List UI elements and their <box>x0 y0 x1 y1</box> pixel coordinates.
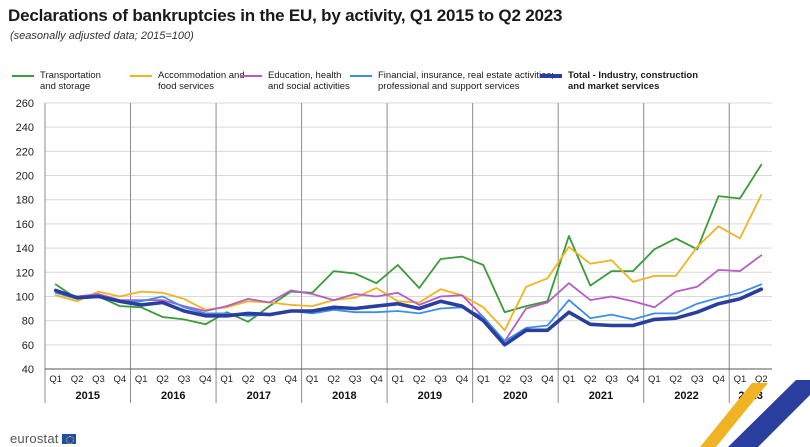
y-tick-label: 40 <box>22 364 34 376</box>
legend-item-transport: Transportation and storage <box>12 70 101 92</box>
legend-item-total: Total - Industry, construction and marke… <box>540 70 698 92</box>
x-tick-label: Q4 <box>712 374 725 385</box>
x-tick-label: Q2 <box>71 374 84 385</box>
x-tick-label: Q4 <box>199 374 212 385</box>
y-tick-label: 160 <box>16 219 34 231</box>
x-tick-label: Q3 <box>520 374 533 385</box>
x-tick-label: Q1 <box>648 374 661 385</box>
series-line-education <box>54 254 763 343</box>
x-tick-label: Q1 <box>477 374 490 385</box>
decoration-yellow-stripe <box>700 383 768 447</box>
logo-text: eurostat <box>10 431 59 446</box>
x-tick-label: Q2 <box>755 374 768 385</box>
y-tick-label: 180 <box>16 195 34 207</box>
x-tick-label: Q3 <box>691 374 704 385</box>
series-line-accommodation <box>54 193 763 332</box>
x-tick-label: Q4 <box>541 374 554 385</box>
x-tick-label: Q1 <box>49 374 62 385</box>
legend: Transportation and storage Accommodation… <box>12 70 732 96</box>
legend-item-accommodation: Accommodation and food services <box>130 70 245 92</box>
x-tick-label: Q4 <box>113 374 126 385</box>
x-year-label: 2020 <box>503 390 527 402</box>
x-tick-label: Q3 <box>92 374 105 385</box>
x-year-label: 2022 <box>674 390 698 402</box>
legend-label-accommodation: Accommodation and food services <box>158 70 245 92</box>
y-tick-label: 80 <box>22 316 34 328</box>
series-line-total <box>53 287 764 347</box>
x-tick-label: Q3 <box>263 374 276 385</box>
x-year-label: 2018 <box>332 390 356 402</box>
x-year-label: 2016 <box>161 390 185 402</box>
x-tick-label: Q2 <box>498 374 511 385</box>
x-year-label: 2017 <box>247 390 271 402</box>
legend-label-total: Total - Industry, construction and marke… <box>568 70 699 92</box>
y-tick-label: 120 <box>16 267 34 279</box>
legend-label-transport: Transportation and storage <box>40 70 101 92</box>
legend-label-financial: Financial, insurance, real estate activi… <box>378 70 554 92</box>
x-tick-label: Q3 <box>605 374 618 385</box>
x-tick-label: Q1 <box>734 374 747 385</box>
x-tick-label: Q2 <box>584 374 597 385</box>
y-tick-label: 140 <box>16 243 34 255</box>
x-year-label: 2019 <box>418 390 442 402</box>
eu-flag-icon <box>61 433 76 444</box>
x-tick-label: Q4 <box>456 374 469 385</box>
y-tick-label: 60 <box>22 340 34 352</box>
y-tick-label: 200 <box>16 171 34 183</box>
x-tick-label: Q2 <box>242 374 255 385</box>
chart-title: Declarations of bankruptcies in the EU, … <box>8 6 563 25</box>
legend-label-education: Education, health and social activities <box>268 70 350 92</box>
decoration-blue-stripe <box>728 380 810 447</box>
legend-swatch-transport <box>12 75 34 77</box>
x-year-label: 2015 <box>76 390 100 402</box>
series-line-financial <box>54 283 763 343</box>
x-tick-label: Q4 <box>285 374 298 385</box>
x-tick-label: Q2 <box>156 374 169 385</box>
x-tick-label: Q1 <box>306 374 319 385</box>
chart-subtitle: (seasonally adjusted data; 2015=100) <box>10 30 194 42</box>
x-tick-label: Q3 <box>434 374 447 385</box>
x-tick-label: Q3 <box>178 374 191 385</box>
legend-item-financial: Financial, insurance, real estate activi… <box>350 70 554 92</box>
x-tick-label: Q1 <box>135 374 148 385</box>
legend-swatch-total <box>540 74 562 78</box>
x-tick-label: Q2 <box>327 374 340 385</box>
y-tick-label: 220 <box>16 146 34 158</box>
series-line-transport <box>54 163 763 326</box>
x-year-label: 2021 <box>589 390 613 402</box>
legend-item-education: Education, health and social activities <box>240 70 350 92</box>
x-tick-label: Q3 <box>349 374 362 385</box>
x-tick-label: Q1 <box>391 374 404 385</box>
y-tick-label: 100 <box>16 291 34 303</box>
x-tick-label: Q4 <box>627 374 640 385</box>
x-tick-label: Q2 <box>669 374 682 385</box>
x-tick-label: Q1 <box>220 374 233 385</box>
x-tick-label: Q2 <box>413 374 426 385</box>
x-tick-label: Q4 <box>370 374 383 385</box>
legend-swatch-education <box>240 75 262 77</box>
y-tick-label: 260 <box>16 98 34 110</box>
x-tick-label: Q1 <box>563 374 576 385</box>
legend-swatch-accommodation <box>130 75 152 77</box>
y-tick-label: 240 <box>16 122 34 134</box>
legend-swatch-financial <box>350 75 372 77</box>
eurostat-logo: eurostat <box>10 431 76 446</box>
